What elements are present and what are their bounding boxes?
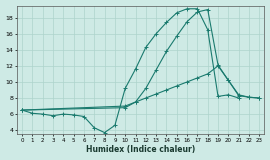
X-axis label: Humidex (Indice chaleur): Humidex (Indice chaleur)	[86, 145, 195, 154]
